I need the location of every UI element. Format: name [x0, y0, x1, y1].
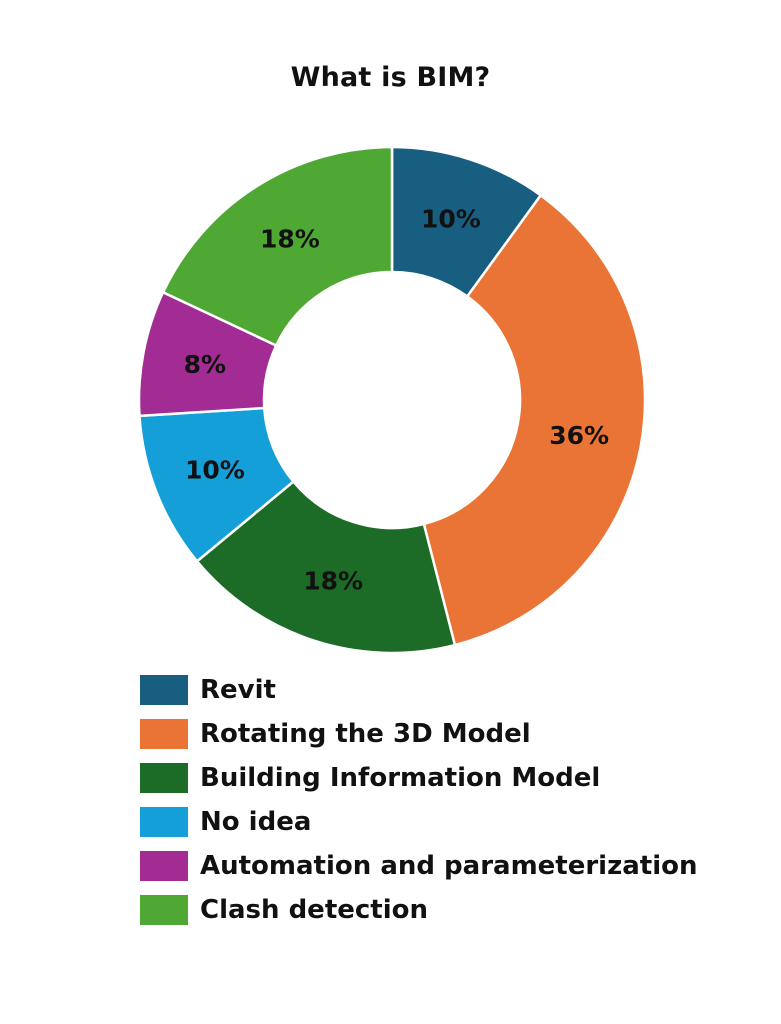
- legend-swatch-3: [140, 807, 188, 837]
- slice-2: [195, 479, 457, 655]
- slice-5: [161, 145, 394, 348]
- legend-item-4: Automation and parameterization: [140, 844, 697, 888]
- legend-label-3: No idea: [200, 807, 312, 837]
- legend-swatch-4: [140, 851, 188, 881]
- chart-title: What is BIM?: [290, 62, 491, 93]
- legend-swatch-0: [140, 675, 188, 705]
- slice-label-5: 18%: [260, 225, 320, 254]
- legend-item-2: Building Information Model: [140, 756, 697, 800]
- legend-swatch-5: [140, 895, 188, 925]
- slice-1: [422, 193, 647, 647]
- slice-label-1: 36%: [549, 421, 609, 450]
- legend-item-0: Revit: [140, 668, 697, 712]
- legend-label-2: Building Information Model: [200, 763, 601, 793]
- legend-item-1: Rotating the 3D Model: [140, 712, 697, 756]
- donut-slices: [137, 145, 647, 655]
- legend-swatch-2: [140, 763, 188, 793]
- donut-chart: 10% 36% 18% 10% 8% 18%: [137, 145, 647, 655]
- legend-label-0: Revit: [200, 675, 276, 705]
- legend-label-4: Automation and parameterization: [200, 851, 698, 881]
- slice-label-3: 10%: [185, 456, 245, 485]
- slice-labels: 10% 36% 18% 10% 8% 18%: [184, 204, 609, 595]
- legend-label-5: Clash detection: [200, 895, 429, 925]
- legend-item-5: Clash detection: [140, 888, 697, 932]
- legend-swatch-1: [140, 719, 188, 749]
- slice-label-4: 8%: [184, 350, 226, 379]
- legend-label-1: Rotating the 3D Model: [200, 719, 531, 749]
- legend: Revit Rotating the 3D Model Building Infor…: [140, 668, 697, 932]
- legend-item-3: No idea: [140, 800, 697, 844]
- slice-label-2: 18%: [303, 567, 363, 596]
- slice-label-0: 10%: [421, 204, 481, 233]
